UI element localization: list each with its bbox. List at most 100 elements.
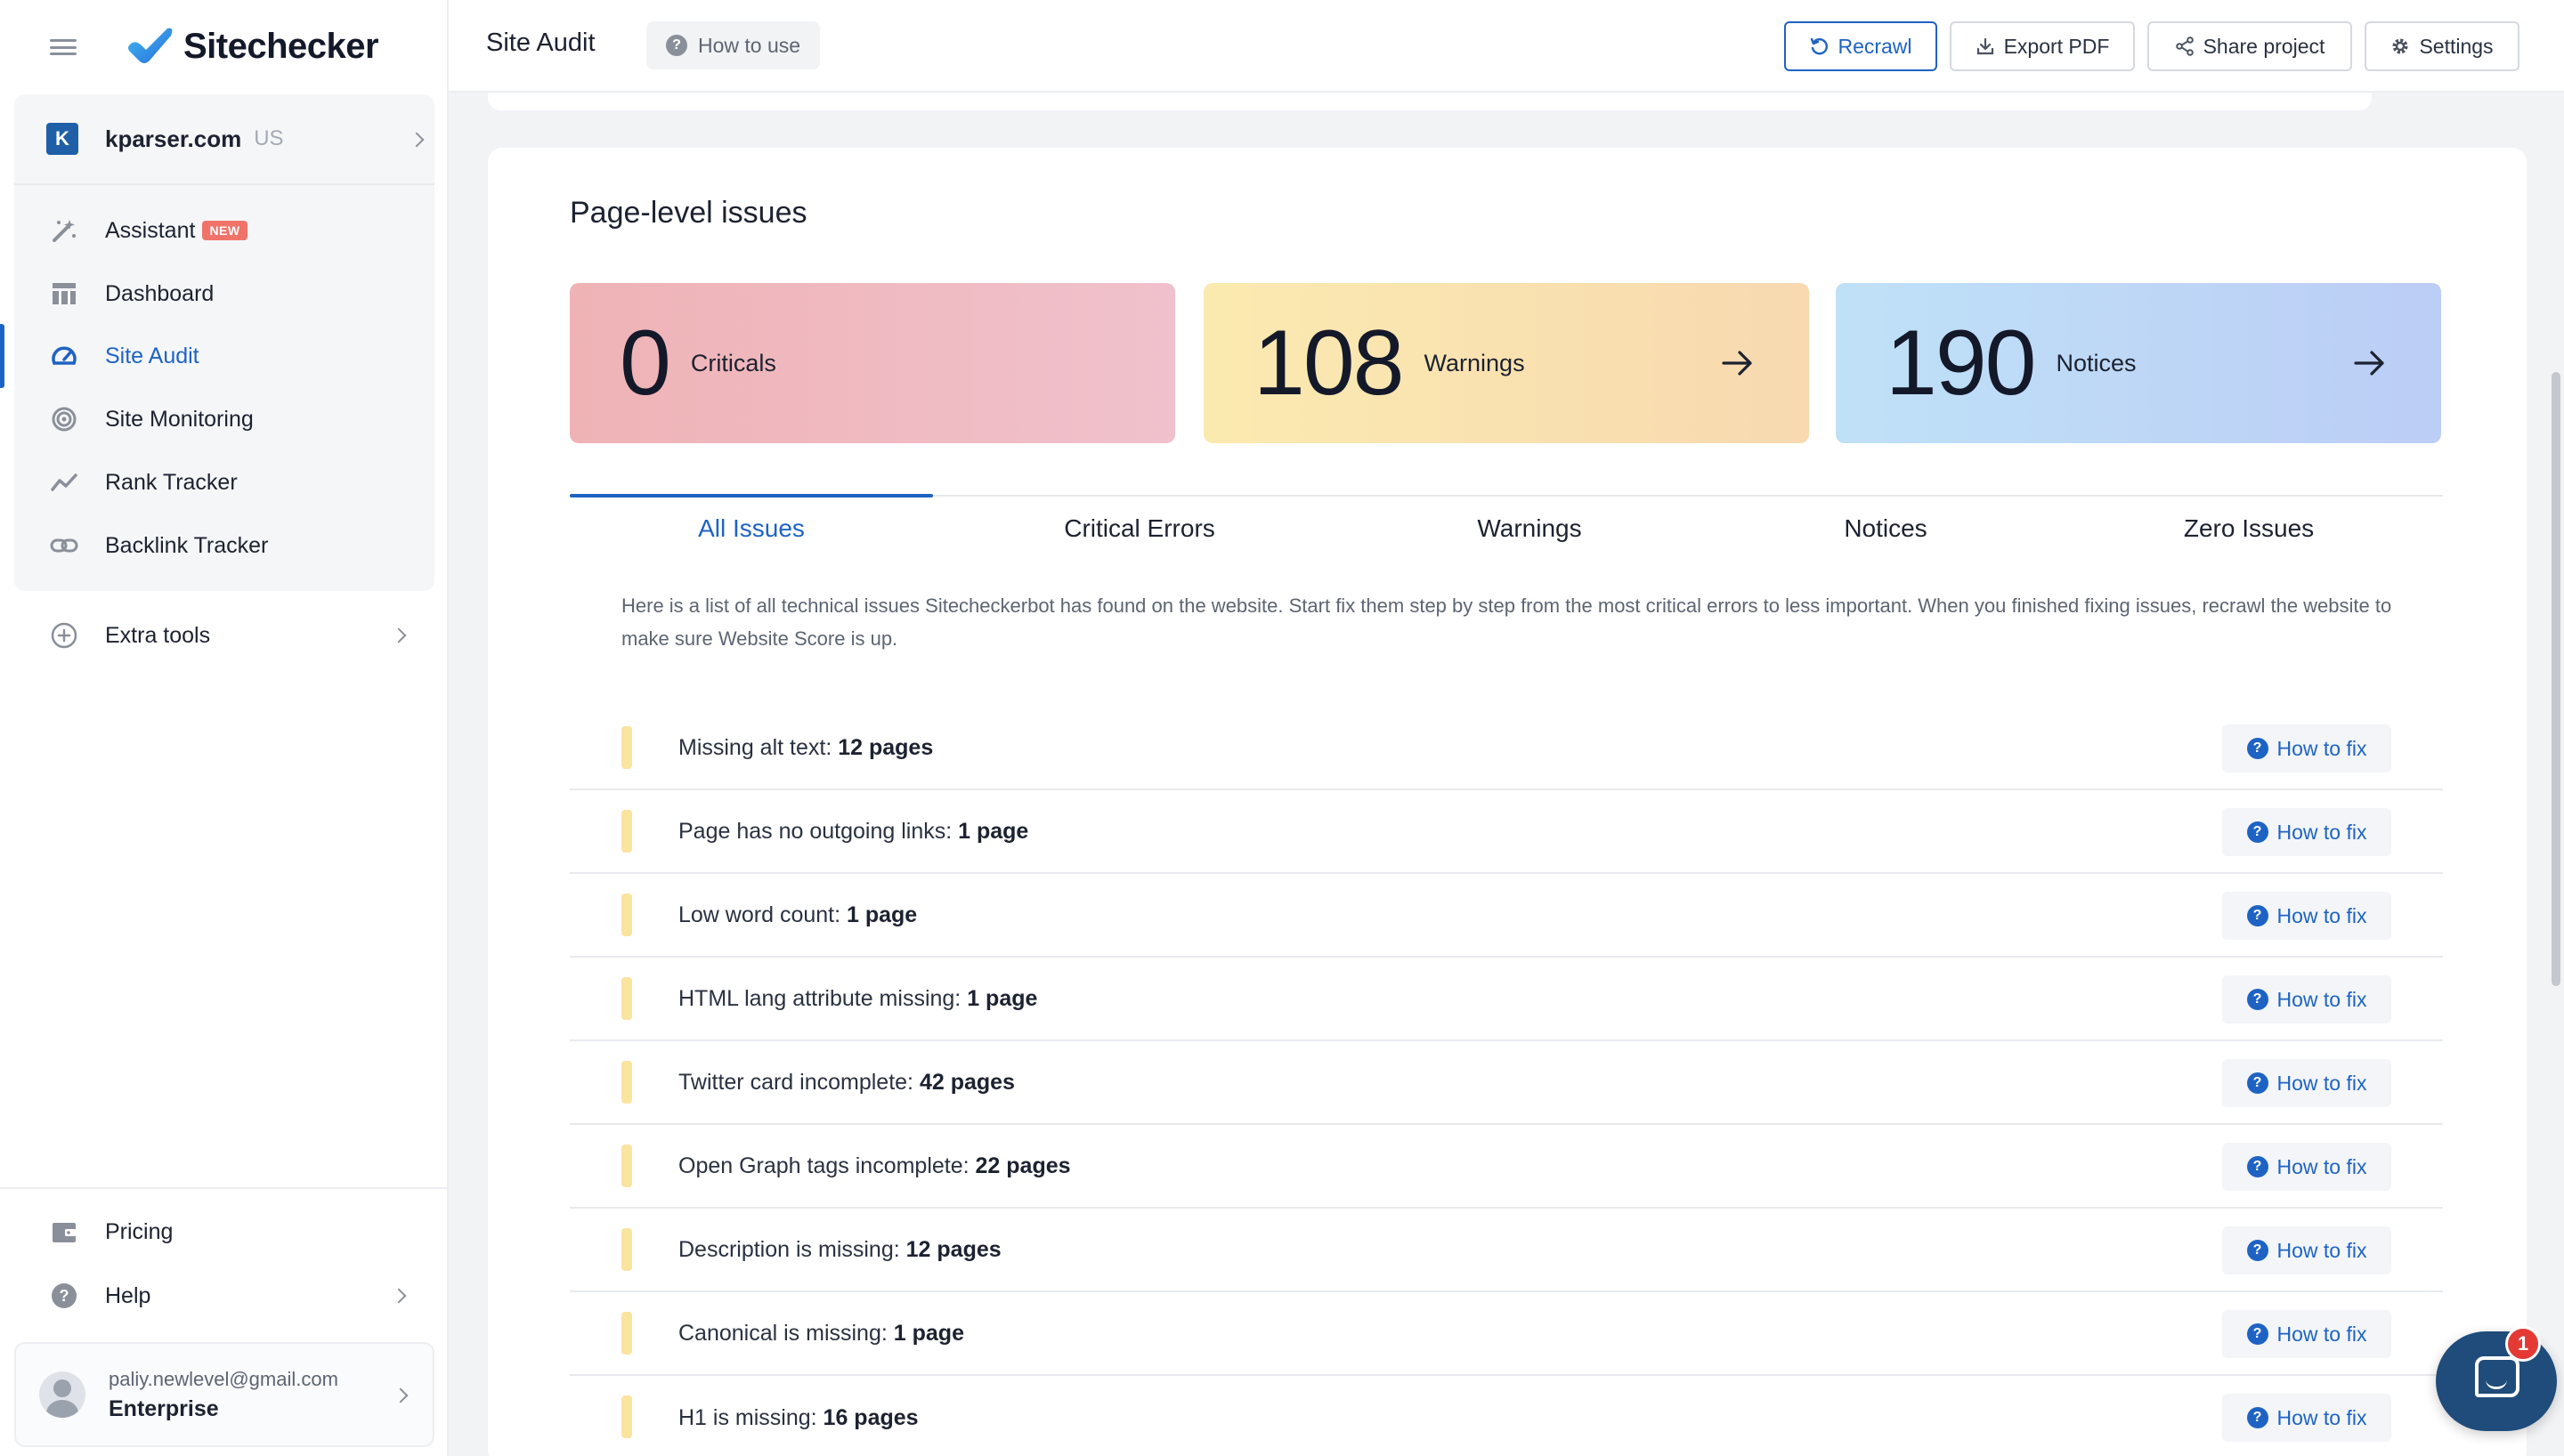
user-plan: Enterprise: [109, 1395, 219, 1421]
section-title: Page-level issues: [570, 196, 807, 230]
issue-text[interactable]: Open Graph tags incomplete: 22 pages: [678, 1153, 1071, 1178]
logo[interactable]: Sitechecker: [126, 25, 379, 68]
hamburger-menu-icon[interactable]: [50, 36, 77, 59]
issue-text[interactable]: Description is missing: 12 pages: [678, 1236, 1002, 1262]
settings-button[interactable]: Settings: [2365, 21, 2519, 71]
issue-row[interactable]: Open Graph tags incomplete: 22 pages ? Ho…: [570, 1125, 2443, 1209]
warning-marker: [621, 1061, 632, 1104]
recrawl-label: Recrawl: [1838, 34, 1912, 58]
criticals-card[interactable]: 0 Criticals: [570, 283, 1175, 443]
question-icon: ?: [2246, 1072, 2268, 1094]
issue-row[interactable]: Description is missing: 12 pages ? How to…: [570, 1209, 2443, 1292]
share-project-button[interactable]: Share project: [2147, 21, 2352, 71]
wallet-icon: [50, 1217, 78, 1246]
issue-row[interactable]: Low word count: 1 page ? How to fix: [570, 874, 2443, 958]
chevron-right-icon: [391, 1288, 407, 1304]
scrollbar-thumb[interactable]: [2552, 372, 2560, 986]
active-tab-underline: [570, 494, 933, 497]
tab-critical-errors[interactable]: Critical Errors: [1064, 514, 1215, 542]
sidebar-item-pricing[interactable]: Pricing: [14, 1205, 434, 1258]
user-account[interactable]: paliy.newlevel@gmail.com Enterprise: [14, 1342, 434, 1447]
chat-unread-badge: 1: [2505, 1326, 2541, 1362]
sidebar-item-backlink-tracker[interactable]: Backlink Tracker: [14, 519, 434, 572]
sidebar-item-site-monitoring[interactable]: Site Monitoring: [14, 392, 434, 446]
issue-text[interactable]: HTML lang attribute missing: 1 page: [678, 985, 1038, 1011]
warning-marker: [621, 810, 632, 853]
issue-text[interactable]: Page has no outgoing links: 1 page: [678, 818, 1029, 844]
sidebar-item-label: Site Monitoring: [105, 406, 254, 432]
issue-text[interactable]: Missing alt text: 12 pages: [678, 734, 934, 760]
sidebar-item-extra-tools[interactable]: Extra tools: [14, 609, 434, 662]
sidebar-item-label: Backlink Tracker: [105, 532, 269, 558]
issue-text[interactable]: Twitter card incomplete: 42 pages: [678, 1069, 1015, 1095]
how-to-fix-button[interactable]: ? How to fix: [2222, 892, 2391, 940]
how-to-use-button[interactable]: ? How to use: [646, 21, 821, 69]
warning-marker: [621, 977, 632, 1020]
notices-count: 190: [1886, 311, 2037, 415]
question-icon: ?: [2246, 989, 2268, 1010]
issue-row[interactable]: Page has no outgoing links: 1 page ? How …: [570, 790, 2443, 874]
issue-row[interactable]: Canonical is missing: 1 page ? How to fix: [570, 1292, 2443, 1376]
sidebar-item-assistant[interactable]: Assistant NEW: [14, 204, 434, 257]
issue-text[interactable]: H1 is missing: 16 pages: [678, 1404, 919, 1430]
question-icon: ?: [2246, 1156, 2268, 1177]
issue-row[interactable]: Missing alt text: 12 pages ? How to fix: [570, 707, 2443, 790]
issue-row[interactable]: HTML lang attribute missing: 1 page ? How…: [570, 958, 2443, 1041]
magic-wand-icon: [50, 216, 78, 245]
notices-card[interactable]: 190 Notices: [1836, 283, 2441, 443]
export-pdf-button[interactable]: Export PDF: [1950, 21, 2135, 71]
how-to-fix-button[interactable]: ? How to fix: [2222, 1143, 2391, 1191]
criticals-count: 0: [620, 311, 671, 415]
sidebar-item-dashboard[interactable]: Dashboard: [14, 267, 434, 320]
how-to-fix-button[interactable]: ? How to fix: [2222, 1226, 2391, 1274]
how-to-fix-button[interactable]: ? How to fix: [2222, 808, 2391, 856]
sidebar-item-label: Extra tools: [105, 622, 211, 648]
chevron-right-icon: [391, 627, 407, 643]
tab-zero-issues[interactable]: Zero Issues: [2183, 514, 2315, 542]
svg-text:?: ?: [60, 1287, 69, 1305]
warning-marker: [621, 1228, 632, 1271]
tab-warnings[interactable]: Warnings: [1477, 514, 1582, 542]
sidebar: Sitechecker K kparser.com US Assistant N…: [0, 0, 449, 1456]
logo-text: Sitechecker: [183, 26, 379, 66]
issue-row[interactable]: H1 is missing: 16 pages ? How to fix: [570, 1376, 2443, 1456]
sidebar-item-help[interactable]: ? Help: [14, 1269, 434, 1323]
project-badge: K: [46, 123, 78, 155]
how-to-fix-button[interactable]: ? How to fix: [2222, 1059, 2391, 1107]
chevron-right-icon: [393, 1387, 409, 1403]
warning-marker: [621, 1312, 632, 1355]
gauge-icon: [50, 342, 78, 370]
issue-row[interactable]: Twitter card incomplete: 42 pages ? How t…: [570, 1041, 2443, 1125]
tab-all-issues[interactable]: All Issues: [698, 514, 805, 542]
previous-card-edge: [488, 93, 2372, 110]
project-panel: K kparser.com US: [14, 94, 434, 591]
how-to-fix-button[interactable]: ? How to fix: [2222, 1394, 2391, 1442]
how-to-fix-button[interactable]: ? How to fix: [2222, 1310, 2391, 1358]
sidebar-divider: [0, 1187, 449, 1189]
refresh-icon: [1811, 37, 1829, 55]
chat-icon: [2475, 1356, 2519, 1397]
question-icon: ?: [2246, 821, 2268, 843]
how-to-fix-button[interactable]: ? How to fix: [2222, 724, 2391, 772]
warnings-count: 108: [1254, 311, 1405, 415]
user-email: paliy.newlevel@gmail.com: [109, 1367, 338, 1390]
settings-label: Settings: [2419, 34, 2494, 58]
sidebar-item-rank-tracker[interactable]: Rank Tracker: [14, 456, 434, 509]
project-selector[interactable]: K kparser.com US: [14, 94, 434, 185]
top-bar: Site Audit ? How to use Recrawl Export P…: [449, 0, 2564, 93]
issue-text[interactable]: Low word count: 1 page: [678, 902, 918, 927]
sidebar-item-site-audit[interactable]: Site Audit: [14, 329, 434, 383]
export-pdf-label: Export PDF: [2003, 34, 2110, 58]
warning-marker: [621, 894, 632, 936]
recrawl-button[interactable]: Recrawl: [1784, 21, 1937, 71]
issue-text[interactable]: Canonical is missing: 1 page: [678, 1320, 964, 1346]
warnings-card[interactable]: 108 Warnings: [1204, 283, 1809, 443]
warnings-label: Warnings: [1424, 349, 1525, 376]
share-icon: [2175, 36, 2194, 56]
page-title: Site Audit: [486, 28, 596, 57]
logo-check-icon: [128, 28, 173, 64]
project-name: kparser.com: [105, 125, 242, 152]
tab-notices[interactable]: Notices: [1844, 514, 1927, 542]
trend-line-icon: [50, 468, 78, 497]
how-to-fix-button[interactable]: ? How to fix: [2222, 975, 2391, 1023]
